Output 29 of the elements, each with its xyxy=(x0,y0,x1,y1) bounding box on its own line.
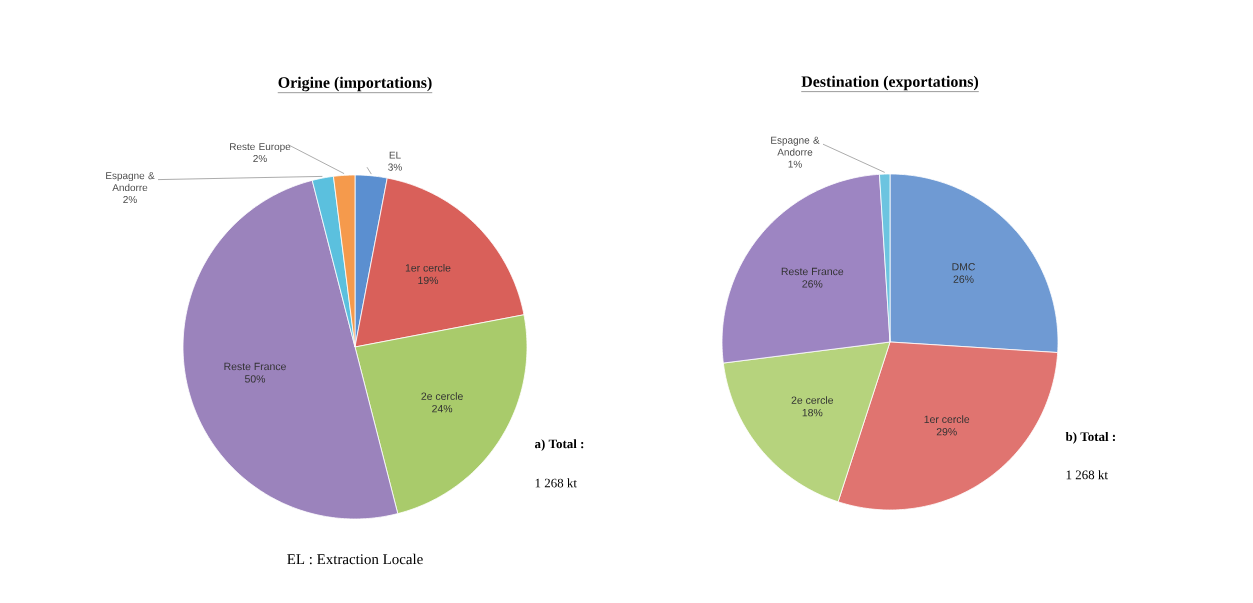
slice-label: DMC xyxy=(952,263,976,271)
text: a) Total : xyxy=(534,439,584,451)
data-label: 26% xyxy=(802,280,823,288)
data-label: 19% xyxy=(418,276,439,285)
data-label: 26% xyxy=(953,275,974,283)
data-label: 50% xyxy=(244,375,266,383)
slice-label: 2e cercle xyxy=(421,392,463,400)
data-label: 1% xyxy=(788,160,802,168)
slice-label: 1er cercle xyxy=(405,263,451,272)
data-label: 2% xyxy=(253,155,267,163)
slice-label: Reste France xyxy=(781,267,844,276)
slice-label: Espagne & Andorre xyxy=(106,172,155,192)
slice-label: 1er cercle xyxy=(924,415,970,424)
text: 1 268 kt xyxy=(1066,470,1108,480)
data-label: 18% xyxy=(802,408,823,417)
data-label: 29% xyxy=(936,428,957,436)
slice-label: Reste France xyxy=(224,362,286,371)
slice-label: EL xyxy=(389,151,401,159)
slice-label: 2e cercle xyxy=(791,396,834,404)
chart-title: Destination (exportations) xyxy=(801,75,979,91)
text: EL : Extraction Locale xyxy=(287,553,423,565)
text: b) Total : xyxy=(1065,431,1115,444)
chart-title: Origine (importations) xyxy=(278,76,432,92)
text: 1 268 kt xyxy=(535,478,577,488)
slice-label: Espagne & Andorre xyxy=(771,136,820,156)
data-label: 2% xyxy=(123,196,137,204)
slice-label: Reste Europe xyxy=(230,143,291,153)
data-label: 3% xyxy=(388,163,402,171)
data-label: 24% xyxy=(432,404,453,413)
